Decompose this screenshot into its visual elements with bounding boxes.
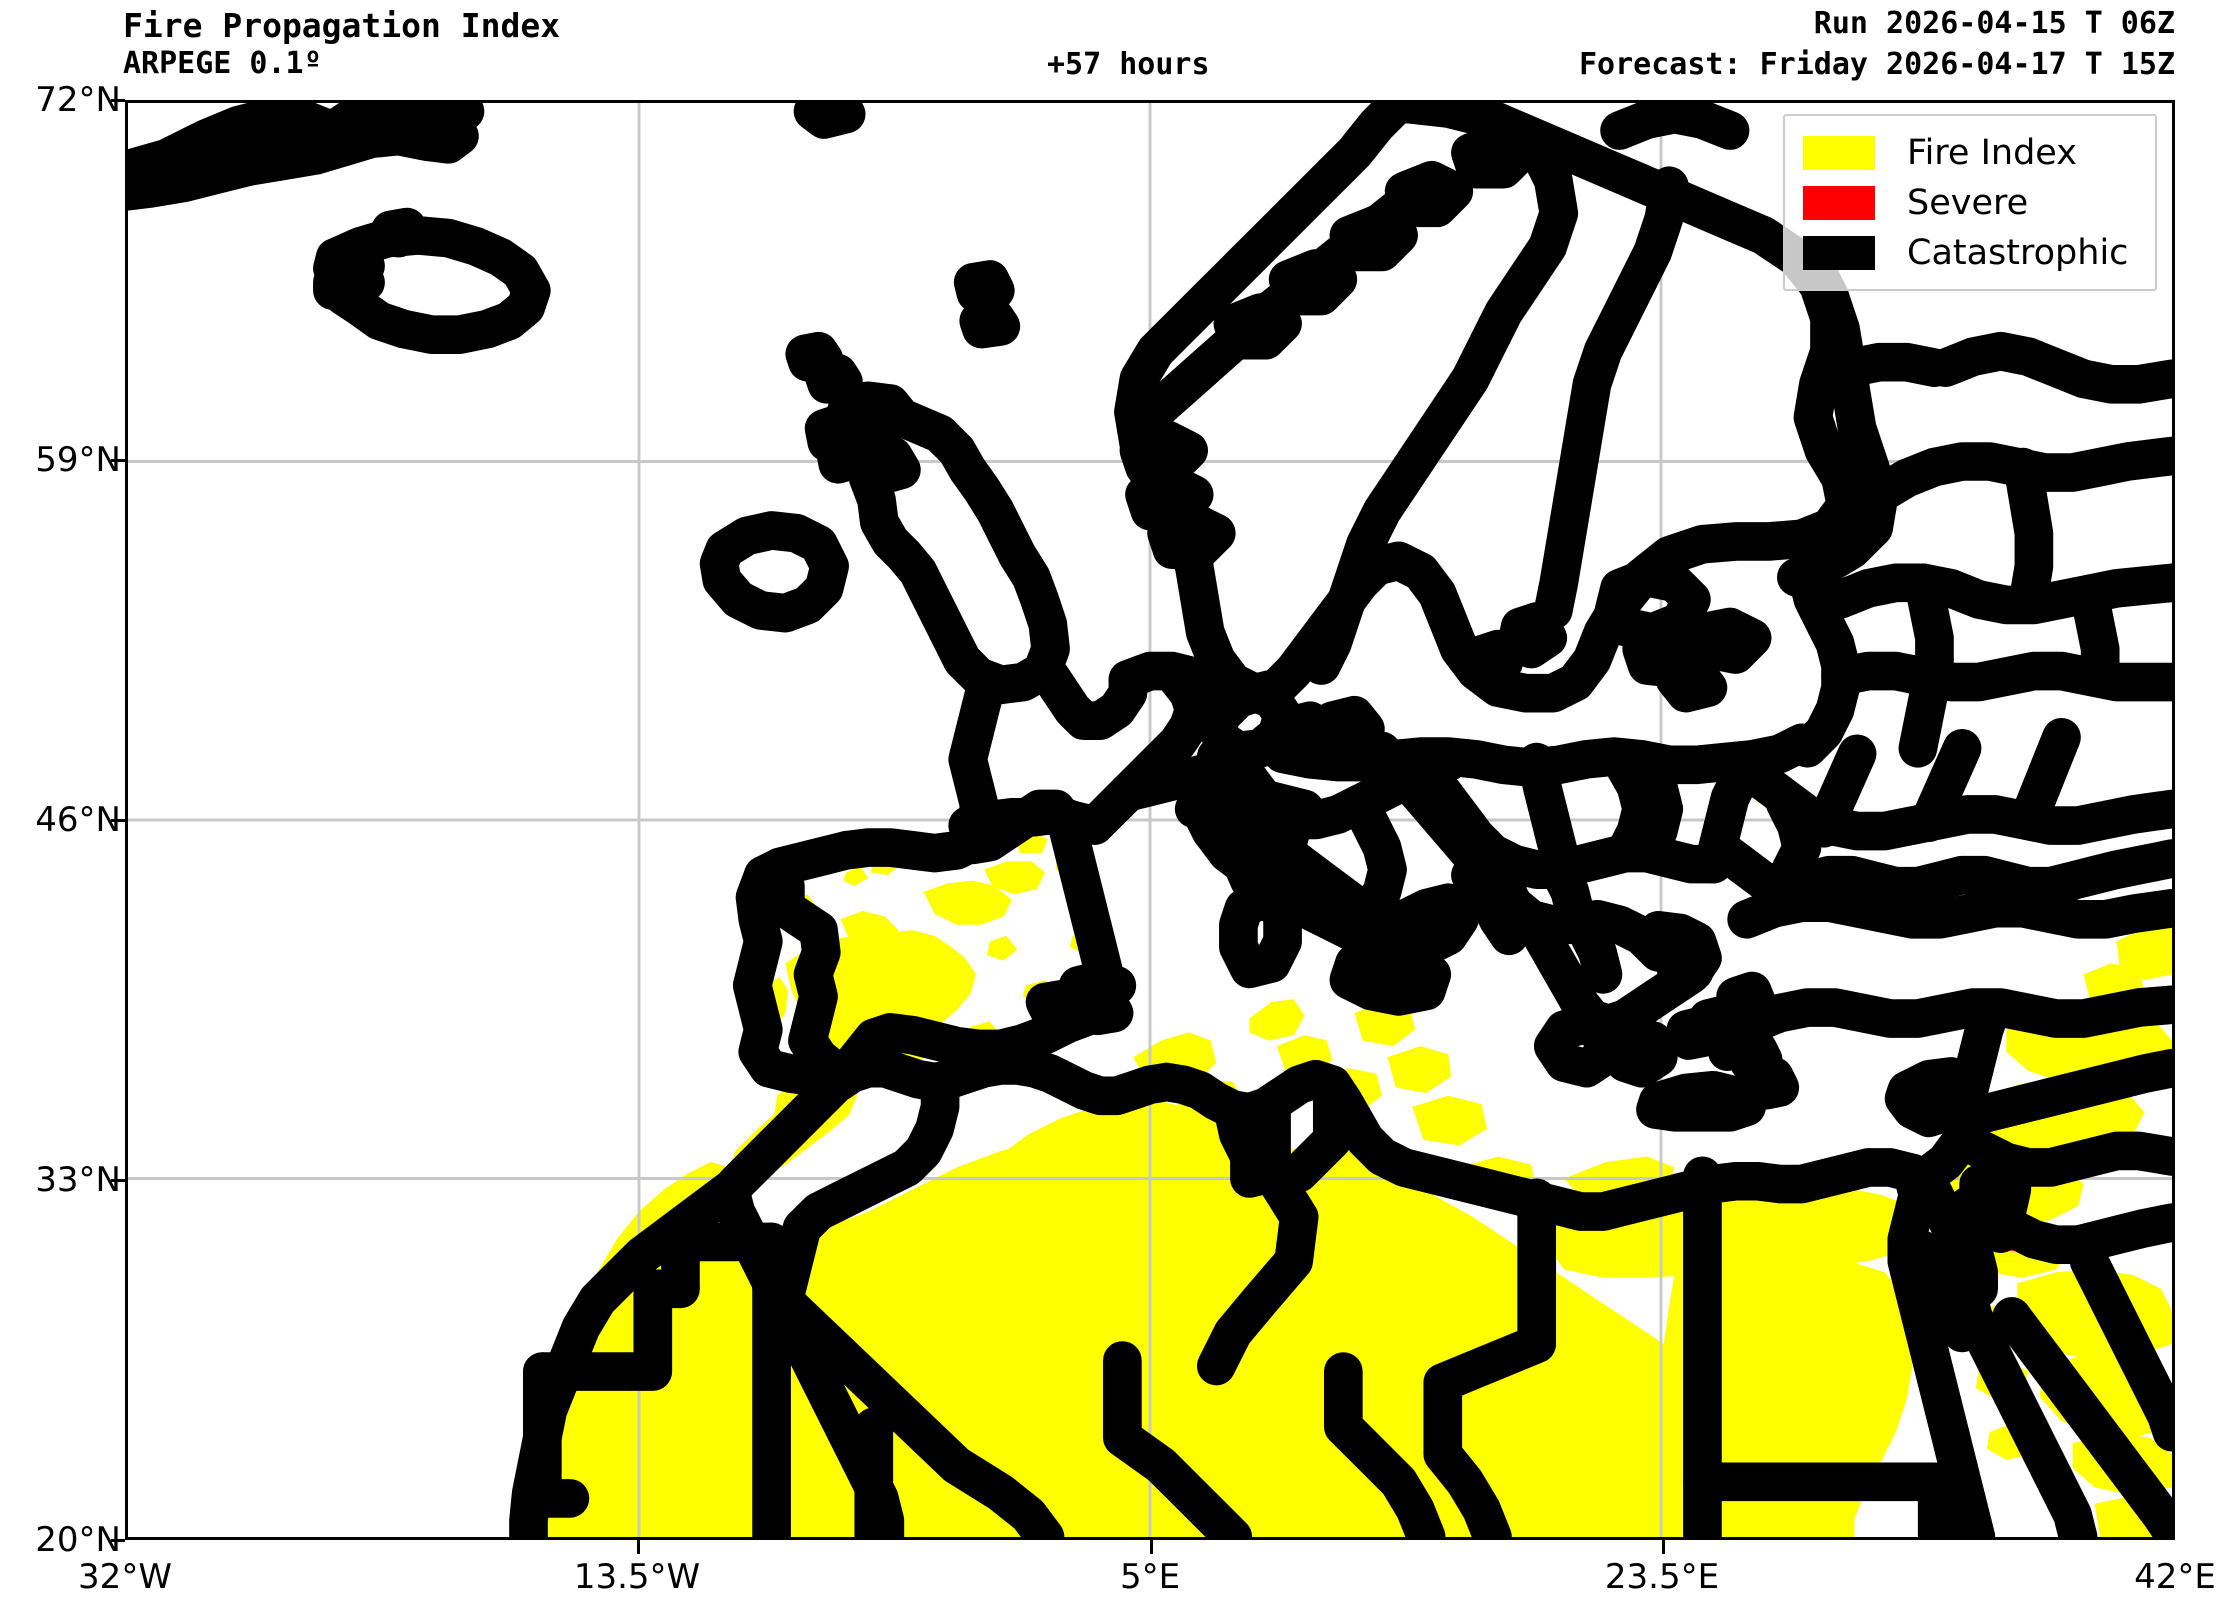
x-tick-label-23-5e: 23.5°E: [1604, 1557, 1720, 1597]
page-title: Fire Propagation Index: [123, 6, 561, 45]
legend-swatch-fire-index: [1803, 136, 1875, 170]
legend-swatch-severe: [1803, 186, 1875, 220]
y-tick-mark-59n: [111, 459, 125, 462]
y-tick-mark-33n: [111, 1179, 125, 1182]
legend-label-fire-index: Fire Index: [1907, 132, 2077, 173]
legend-item-catastrophic: Catastrophic: [1803, 228, 2139, 278]
y-tick-mark-20n: [111, 1539, 125, 1542]
y-tick-label-33n: 33°N: [35, 1160, 121, 1200]
run-datetime-label: Run 2026-04-15 T 06Z: [1813, 6, 2175, 41]
model-label: ARPEGE 0.1º: [123, 46, 322, 81]
lead-time-label: +57 hours: [1047, 47, 1210, 82]
map-canvas: [128, 103, 2172, 1537]
legend-label-catastrophic: Catastrophic: [1907, 232, 2129, 273]
map-legend: Fire Index Severe Catastrophic: [1783, 114, 2157, 291]
y-tick-label-72n: 72°N: [35, 80, 121, 120]
x-tick-mark-5e: [1150, 1540, 1153, 1554]
legend-swatch-catastrophic: [1803, 236, 1875, 270]
legend-label-severe: Severe: [1907, 182, 2029, 223]
y-tick-mark-72n: [111, 99, 125, 102]
y-tick-label-20n: 20°N: [35, 1520, 121, 1560]
legend-item-fire-index: Fire Index: [1803, 128, 2139, 178]
x-tick-mark-13-5w: [637, 1540, 640, 1554]
y-tick-mark-46n: [111, 819, 125, 822]
x-tick-label-5e: 5°E: [1119, 1557, 1181, 1597]
x-tick-label-13-5w: 13.5°W: [573, 1557, 701, 1597]
y-tick-label-46n: 46°N: [35, 800, 121, 840]
x-tick-label-42e: 42°E: [2134, 1557, 2216, 1597]
x-tick-label-32w: 32°W: [78, 1557, 172, 1597]
legend-item-severe: Severe: [1803, 178, 2139, 228]
map-plot-area[interactable]: [125, 100, 2175, 1540]
y-tick-label-59n: 59°N: [35, 440, 121, 480]
forecast-datetime-label: Forecast: Friday 2026-04-17 T 15Z: [1578, 47, 2175, 82]
coastline-layer: [128, 103, 2172, 1537]
x-tick-mark-23-5e: [1662, 1540, 1665, 1554]
